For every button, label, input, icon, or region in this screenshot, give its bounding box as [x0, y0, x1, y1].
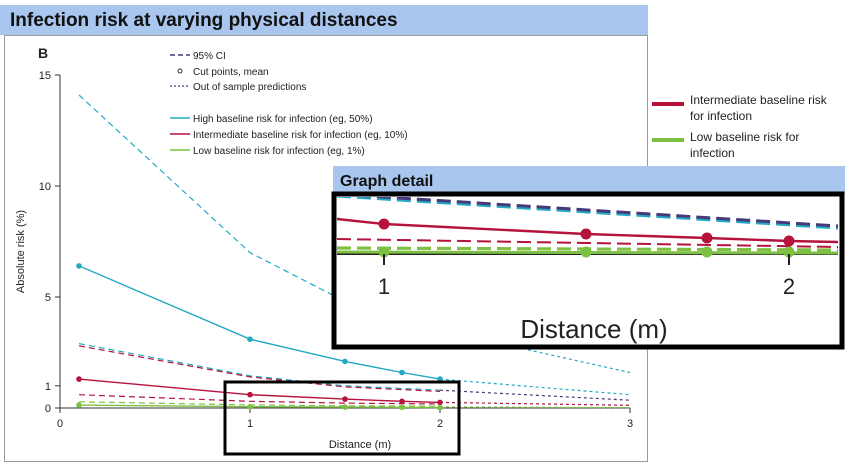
detail-x-axis-label: Distance (m) [520, 314, 667, 344]
legend-high-label: High baseline risk for infection (eg, 50… [193, 114, 373, 125]
legend-ci-label: 95% CI [193, 51, 226, 62]
y-axis-label: Absolute risk (%) [15, 210, 27, 293]
data-point [247, 391, 253, 398]
x-axis-label: Distance (m) [329, 439, 391, 451]
legend-intermediate-label: Intermediate baseline risk for infection… [193, 130, 408, 141]
out-of-sample-line [439, 378, 631, 396]
detail-intermediate-point [580, 228, 592, 240]
zoom-highlight-box [223, 380, 461, 456]
detail-high-ci-line [337, 197, 839, 230]
data-point [247, 336, 253, 343]
data-point [247, 403, 253, 410]
zoom-rectangle [223, 380, 461, 456]
data-point [76, 376, 82, 382]
legend-low-label: Low baseline risk for infection (eg, 1%) [193, 146, 365, 157]
detail-low-point [378, 246, 390, 258]
side-legend-low-label: Low baseline risk for infection [690, 130, 803, 160]
legend: 95% CI Cut points, mean Out of sample pr… [170, 51, 408, 157]
ci-line [78, 394, 441, 405]
ci-line [78, 401, 441, 407]
detail-intermediate-ci-line [337, 238, 839, 248]
detail-low-point [701, 246, 713, 258]
y-tick-label: 15 [39, 70, 51, 82]
legend-cutpoint-swatch [177, 68, 183, 74]
detail-title-bar [333, 166, 845, 194]
detail-plot [337, 197, 839, 265]
data-point [399, 398, 405, 405]
detail-intermediate-line [337, 217, 839, 244]
data-point [437, 399, 443, 406]
detail-low-point [783, 246, 795, 258]
detail-intermediate-point [783, 235, 795, 247]
side-legend-intermediate-label: Intermediate baseline risk for infection [690, 93, 830, 123]
legend-oos-label: Out of sample predictions [193, 82, 306, 93]
side-legend: Intermediate baseline risk for infection… [652, 93, 830, 160]
detail-intermediate-point [701, 232, 713, 244]
legend-cutpoint-label: Cut points, mean [193, 67, 269, 78]
y-tick-label: 10 [39, 181, 51, 193]
data-point [399, 369, 405, 376]
data-point [342, 404, 348, 410]
y-tick-label: 1 [45, 381, 51, 393]
detail-title: Graph detail [340, 173, 433, 190]
data-point [342, 396, 348, 402]
x-tick-label: 2 [437, 418, 443, 430]
data-point [437, 404, 443, 411]
data-point [399, 404, 405, 411]
detail-ci-dark-line [360, 197, 839, 228]
data-point [342, 358, 348, 365]
detail-tick-label: 2 [783, 274, 795, 299]
title-bar: Infection risk at varying physical dista… [0, 5, 648, 35]
x-tick-label: 3 [627, 418, 633, 430]
detail-low-point [580, 246, 592, 258]
out-of-sample-line [439, 401, 631, 406]
ci-line [78, 94, 441, 331]
y-tick-label: 5 [45, 292, 51, 304]
graph-detail-inset: Graph detail 1 2 Distance (m) [331, 166, 845, 350]
detail-intermediate-point [378, 218, 390, 230]
page-title: Infection risk at varying physical dista… [10, 10, 398, 31]
y-tick-label: 0 [45, 403, 51, 415]
data-point [76, 402, 82, 408]
out-of-sample-line [439, 389, 631, 401]
data-point [76, 263, 82, 269]
x-tick-label: 0 [57, 418, 63, 430]
panel-label: B [38, 45, 48, 61]
x-tick-label: 1 [247, 418, 253, 430]
detail-tick-label: 1 [378, 274, 390, 299]
out-of-sample-line [439, 406, 631, 409]
